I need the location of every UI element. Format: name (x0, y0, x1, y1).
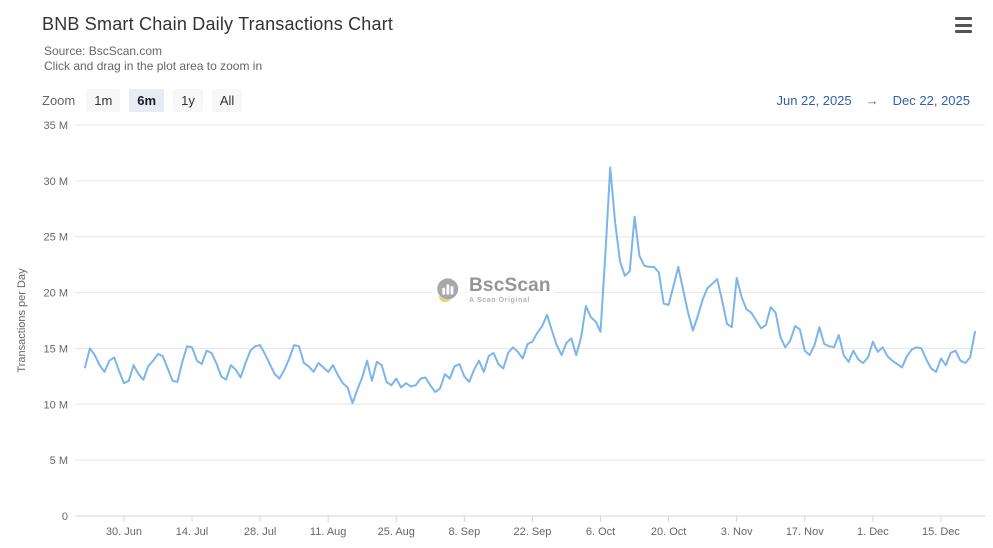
y-tick-label: 30 M (44, 176, 68, 188)
x-tick-label: 3. Nov (721, 526, 753, 538)
chart-title: BNB Smart Chain Daily Transactions Chart (42, 14, 394, 34)
date-range-to[interactable]: Dec 22, 2025 (892, 93, 970, 108)
x-tick-label: 1. Dec (857, 526, 889, 538)
zoom-button-1y[interactable]: 1y (173, 89, 203, 112)
y-tick-label: 25 M (44, 232, 68, 244)
chart-hint: Click and drag in the plot area to zoom … (44, 59, 263, 73)
x-tick-label: 30. Jun (106, 526, 142, 538)
arrow-right-icon: → (865, 93, 879, 108)
zoom-button-6m[interactable]: 6m (129, 89, 165, 112)
hamburger-menu-icon[interactable] (955, 17, 972, 33)
chart-source: Source: BscScan.com (44, 44, 163, 58)
x-tick-label: 25. Aug (378, 526, 415, 538)
range-selector: Zoom 1m 6m 1y All Jun 22, 2025 → Dec 22,… (42, 89, 970, 112)
x-tick-label: 15. Dec (922, 526, 960, 538)
y-tick-label: 5 M (50, 455, 68, 467)
zoom-button-all[interactable]: All (211, 89, 243, 112)
x-tick-label: 8. Sep (448, 526, 480, 538)
date-range-from[interactable]: Jun 22, 2025 (776, 93, 852, 108)
y-tick-label: 15 M (44, 343, 68, 355)
x-tick-label: 20. Oct (651, 526, 686, 538)
x-tick-label: 6. Oct (586, 526, 615, 538)
y-tick-label: 10 M (44, 399, 68, 411)
x-tick-label: 28. Jul (244, 526, 276, 538)
chart-subtitle: Source: BscScan.com Click and drag in th… (44, 44, 262, 74)
y-tick-label: 20 M (44, 288, 68, 300)
plot-area[interactable] (75, 125, 985, 516)
y-tick-label: 0 (62, 511, 68, 523)
date-range: Jun 22, 2025 → Dec 22, 2025 (776, 93, 970, 108)
x-tick-label: 14. Jul (176, 526, 208, 538)
x-tick-label: 17. Nov (786, 526, 824, 538)
y-tick-label: 35 M (44, 120, 68, 132)
y-axis-title: Transactions per Day (16, 268, 28, 373)
x-tick-label: 22. Sep (513, 526, 551, 538)
x-tick-label: 11. Aug (310, 526, 347, 538)
zoom-label: Zoom (42, 93, 76, 108)
zoom-button-1m[interactable]: 1m (86, 89, 121, 112)
